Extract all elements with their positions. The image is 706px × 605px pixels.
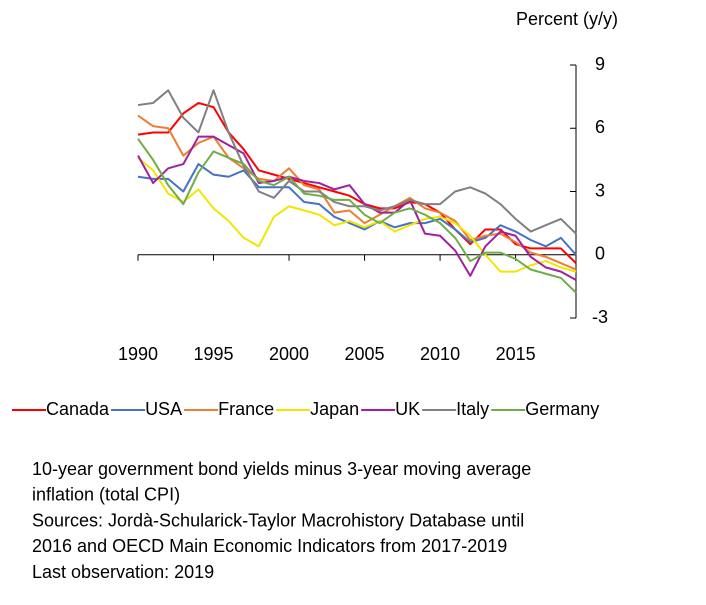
note: Last observation: 2019: [32, 562, 214, 582]
x-tick-label: 2010: [420, 344, 460, 364]
y-tick-label: 6: [595, 117, 605, 137]
x-tick-label: 2000: [269, 344, 309, 364]
legend-label: UK: [395, 399, 420, 419]
series-line: [137, 163, 577, 256]
legend-label: Japan: [310, 399, 359, 419]
series-line: [137, 114, 577, 271]
legend-label: Germany: [525, 399, 599, 419]
note: 2016 and OECD Main Economic Indicators f…: [32, 536, 507, 556]
x-tick-label: 2015: [496, 344, 536, 364]
x-tick-label: 1990: [118, 344, 158, 364]
note: inflation (total CPI): [32, 485, 180, 505]
note: Sources: Jordà-Schularick-Taylor Macrohi…: [32, 510, 524, 530]
x-tick-label: 1995: [193, 344, 233, 364]
note: 10-year government bond yields minus 3-y…: [32, 459, 531, 479]
y-tick-label: -3: [592, 307, 608, 327]
legend-label: Canada: [46, 399, 110, 419]
series-line: [137, 157, 577, 273]
legend-label: Italy: [456, 399, 489, 419]
y-tick-label: 0: [595, 244, 605, 264]
y-axis-label: Percent (y/y): [516, 9, 618, 29]
y-tick-label: 9: [595, 54, 605, 74]
series-line: [137, 138, 577, 294]
x-tick-label: 2005: [345, 344, 385, 364]
series-line: [137, 89, 577, 235]
legend-label: France: [218, 399, 274, 419]
legend-label: USA: [145, 399, 182, 419]
y-tick-label: 3: [595, 180, 605, 200]
series-line: [137, 135, 577, 281]
